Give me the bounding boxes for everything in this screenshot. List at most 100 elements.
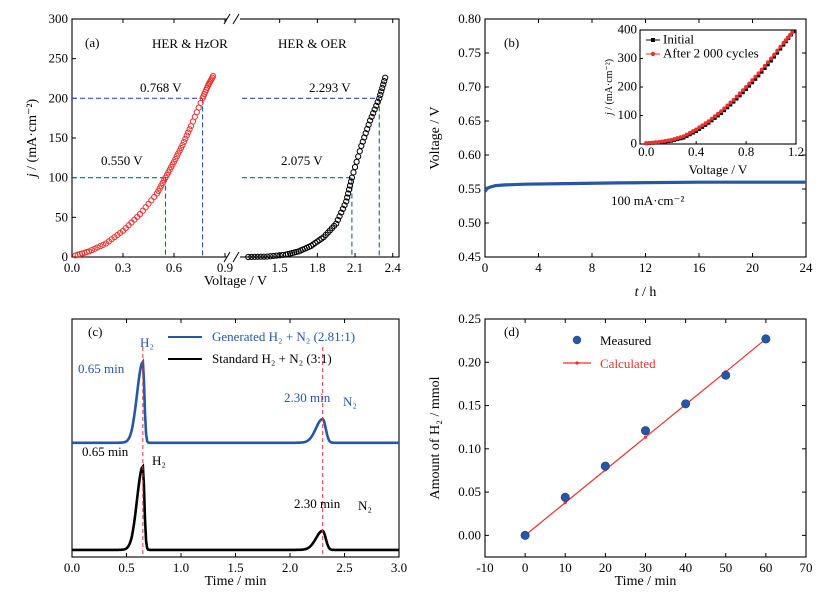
x-tick-label: 0 — [482, 260, 489, 275]
axis-break-mark — [232, 251, 240, 263]
data-point — [142, 204, 149, 211]
inset-data-point — [675, 136, 680, 141]
inset-data-point — [778, 44, 783, 49]
data-point — [346, 182, 354, 189]
data-point — [353, 158, 360, 165]
measured-point — [681, 399, 691, 409]
inset-data-point — [744, 87, 748, 92]
data-point — [264, 253, 271, 260]
data-point — [85, 248, 93, 255]
data-point — [276, 252, 283, 259]
inset-data-point — [650, 140, 655, 145]
x-tick-label: 2.0 — [282, 560, 298, 575]
data-point — [376, 95, 383, 102]
inset-legend-label: After 2 000 cycles — [663, 46, 759, 61]
inset-data-point — [747, 84, 751, 88]
peak-time-label: 0.65 min — [78, 361, 125, 376]
data-point — [248, 253, 255, 261]
x-tick-label: 0.5 — [118, 560, 134, 575]
data-point — [367, 117, 374, 124]
inset-data-point — [741, 90, 745, 95]
y-tick-label: 0.05 — [458, 484, 481, 499]
inset-y-tick-label: 300 — [618, 50, 638, 65]
inset-data-point — [785, 35, 790, 40]
data-point — [185, 129, 192, 136]
inset-data-point — [697, 125, 702, 130]
data-point — [260, 253, 268, 260]
data-point — [245, 253, 252, 261]
inset-data-point — [706, 119, 711, 124]
inset-data-point — [759, 67, 764, 72]
measured-point — [761, 334, 771, 344]
inset-data-point — [662, 139, 667, 144]
y-tick-label: 0.45 — [458, 249, 481, 264]
data-point — [267, 253, 274, 260]
measured-point — [560, 492, 570, 502]
inset-data-point — [756, 73, 761, 78]
data-point — [378, 88, 385, 95]
x-tick-label: 3.0 — [391, 560, 407, 575]
y-tick-label: 0.25 — [458, 311, 481, 326]
data-point — [186, 126, 193, 133]
chromatogram-line — [72, 358, 399, 445]
data-point — [361, 134, 368, 141]
x-tick-label: 10 — [559, 560, 572, 575]
panel-d: -10 0 10 20 30 40 50 60 70 0.00 0.05 0.10 0.15 0.20 0.… — [428, 311, 813, 589]
inset-legend-marker — [650, 51, 656, 57]
inset-data-point — [750, 80, 755, 85]
data-point — [145, 200, 152, 207]
inset-data-point — [728, 100, 733, 105]
x-tick-label: 1.5 — [227, 560, 243, 575]
inset-data-point — [684, 132, 689, 137]
peak-time-label: 2.30 min — [294, 496, 341, 511]
panel-c: 0.0 0.5 1.0 1.5 2.0 2.5 3.0 0.65 min H₂ 2.30 min N… — [64, 318, 407, 589]
inset-y-tick-label: 400 — [618, 22, 638, 37]
inset-data-point — [738, 93, 742, 98]
data-point — [374, 98, 381, 106]
axis-break-mark — [223, 251, 231, 263]
inset-data-point — [788, 32, 793, 37]
current-density-label: 100 mA·cm⁻² — [611, 193, 684, 208]
x-tick-label: 24 — [800, 260, 814, 275]
x-tick-label: 0.6 — [166, 260, 183, 275]
peak-gas-label: N₂ — [358, 498, 372, 513]
measured-point — [721, 370, 731, 380]
y-tick-label: 300 — [49, 11, 69, 26]
inset-data-point — [672, 137, 677, 142]
data-point — [88, 247, 95, 254]
calculated-point — [643, 435, 648, 439]
x-tick-label: 20 — [599, 560, 612, 575]
data-point — [139, 207, 146, 214]
inset-data-point — [772, 52, 777, 57]
measured-point — [520, 530, 530, 540]
inset-data-point — [766, 62, 770, 67]
plot-frame — [71, 18, 400, 258]
inset-data-point — [709, 116, 714, 121]
y-tick-label: 50 — [55, 209, 68, 224]
inset-data-point — [778, 47, 783, 51]
axis-break-gap-bottom — [227, 253, 240, 261]
y-tick-label: 250 — [49, 51, 69, 66]
axis-break-gap-top — [227, 15, 240, 23]
inset-data-point — [781, 40, 786, 45]
x-axis-label: Time / min — [615, 574, 677, 589]
x-tick-label: 2.4 — [385, 260, 402, 275]
inset-data-point — [765, 60, 770, 65]
x-tick-label: 30 — [639, 560, 652, 575]
data-point — [348, 174, 355, 181]
inset-data-point — [691, 129, 696, 134]
inset-data-point — [653, 140, 658, 145]
data-point — [100, 241, 107, 248]
data-point — [336, 213, 343, 220]
data-point — [94, 244, 101, 251]
panel-label: (c) — [88, 324, 102, 339]
inset-data-point — [762, 63, 767, 68]
data-point — [210, 73, 217, 80]
inset-data-point — [756, 71, 761, 76]
data-point — [368, 113, 375, 120]
data-point — [345, 190, 352, 197]
data-point — [341, 202, 348, 209]
y-tick-label: 0.70 — [458, 79, 481, 94]
x-tick-label: 12 — [639, 260, 652, 275]
